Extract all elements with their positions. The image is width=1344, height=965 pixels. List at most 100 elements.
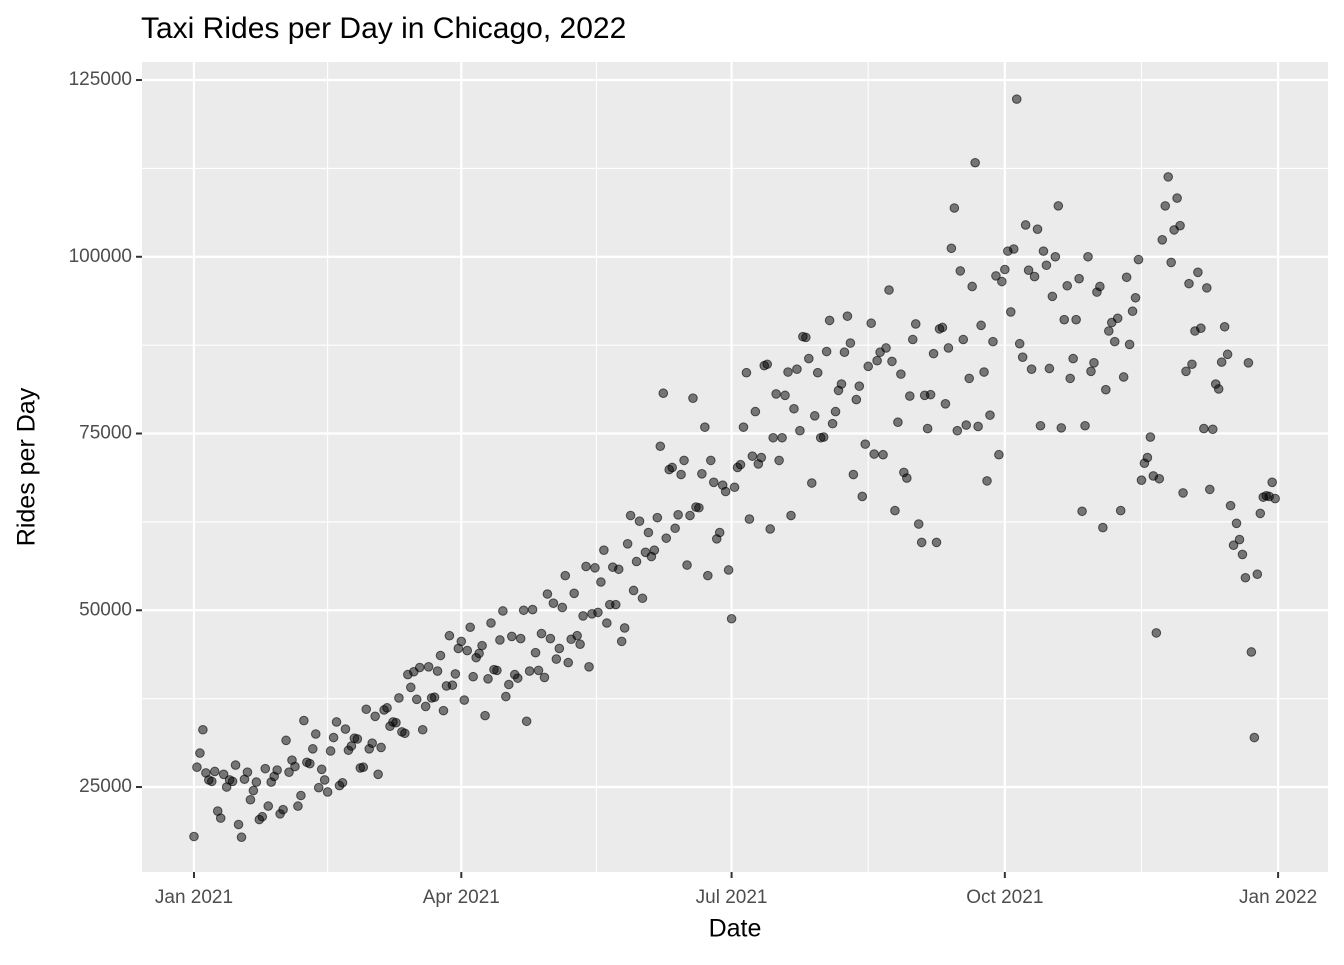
point [590, 563, 600, 573]
point [236, 832, 247, 843]
point [943, 343, 954, 353]
point [468, 671, 478, 682]
point [563, 657, 574, 668]
point [824, 315, 835, 326]
point [1089, 358, 1099, 368]
point [498, 606, 508, 616]
point [842, 311, 853, 321]
point [584, 662, 594, 672]
point [512, 673, 523, 683]
point [1136, 475, 1147, 485]
y-tick-label: 75000 [79, 423, 132, 444]
point [881, 343, 891, 353]
x-tick-label: Jan 2022 [1239, 887, 1317, 908]
point [278, 804, 288, 815]
point [483, 674, 493, 684]
x-axis-title: Date [709, 915, 762, 943]
point [1020, 220, 1031, 230]
point [195, 748, 205, 758]
point [1032, 224, 1043, 235]
point [1154, 473, 1165, 484]
point [1077, 506, 1087, 517]
point [756, 452, 767, 463]
point [976, 320, 986, 331]
point [1151, 628, 1162, 638]
point [1074, 273, 1084, 284]
point [967, 281, 977, 292]
point [661, 533, 672, 543]
point [741, 367, 752, 378]
point [325, 746, 336, 756]
point [1252, 569, 1263, 580]
point [596, 577, 606, 587]
point [504, 679, 514, 690]
point [340, 724, 351, 734]
point [1172, 193, 1182, 203]
point [682, 560, 692, 570]
point [206, 776, 217, 787]
point [456, 636, 467, 647]
point [299, 715, 309, 726]
point [902, 473, 912, 483]
point [777, 432, 787, 443]
point [625, 510, 636, 521]
point [1228, 540, 1239, 551]
point [1181, 366, 1191, 377]
point [1050, 251, 1061, 262]
point [361, 704, 372, 715]
point [192, 762, 202, 773]
point [851, 394, 862, 405]
point [411, 694, 422, 705]
point [465, 622, 476, 633]
point [655, 441, 666, 452]
point [1175, 220, 1185, 231]
point [958, 334, 969, 345]
point [394, 693, 404, 703]
point [1133, 254, 1144, 265]
point [569, 588, 579, 599]
point [305, 758, 315, 769]
point [1103, 326, 1114, 336]
point [376, 742, 386, 753]
point [319, 775, 330, 785]
point [676, 469, 686, 480]
point [1056, 423, 1067, 433]
point [492, 665, 502, 676]
point [878, 449, 888, 460]
point [1047, 291, 1058, 302]
point [928, 348, 939, 359]
point [628, 585, 639, 596]
point [530, 647, 541, 658]
point [429, 692, 440, 703]
point [744, 514, 755, 524]
x-tick-label: Oct 2021 [966, 887, 1043, 908]
point [420, 701, 431, 712]
point [1207, 424, 1218, 435]
point [700, 422, 710, 432]
point [1062, 280, 1073, 291]
point [738, 422, 749, 432]
point [667, 462, 677, 473]
point [1080, 420, 1090, 431]
point [994, 449, 1004, 460]
y-tick-label: 125000 [69, 69, 132, 90]
point [322, 787, 333, 797]
point [337, 777, 348, 788]
point [554, 643, 565, 654]
point [560, 570, 571, 581]
point [459, 695, 470, 705]
point [619, 623, 630, 633]
point [263, 801, 274, 811]
point [750, 406, 761, 417]
point [281, 735, 291, 746]
point [863, 361, 874, 372]
point [679, 455, 689, 466]
point [575, 639, 585, 650]
point [1098, 522, 1108, 533]
point [1023, 265, 1034, 276]
point [904, 391, 915, 401]
point [521, 716, 532, 727]
point [1246, 647, 1257, 657]
point [839, 347, 850, 358]
